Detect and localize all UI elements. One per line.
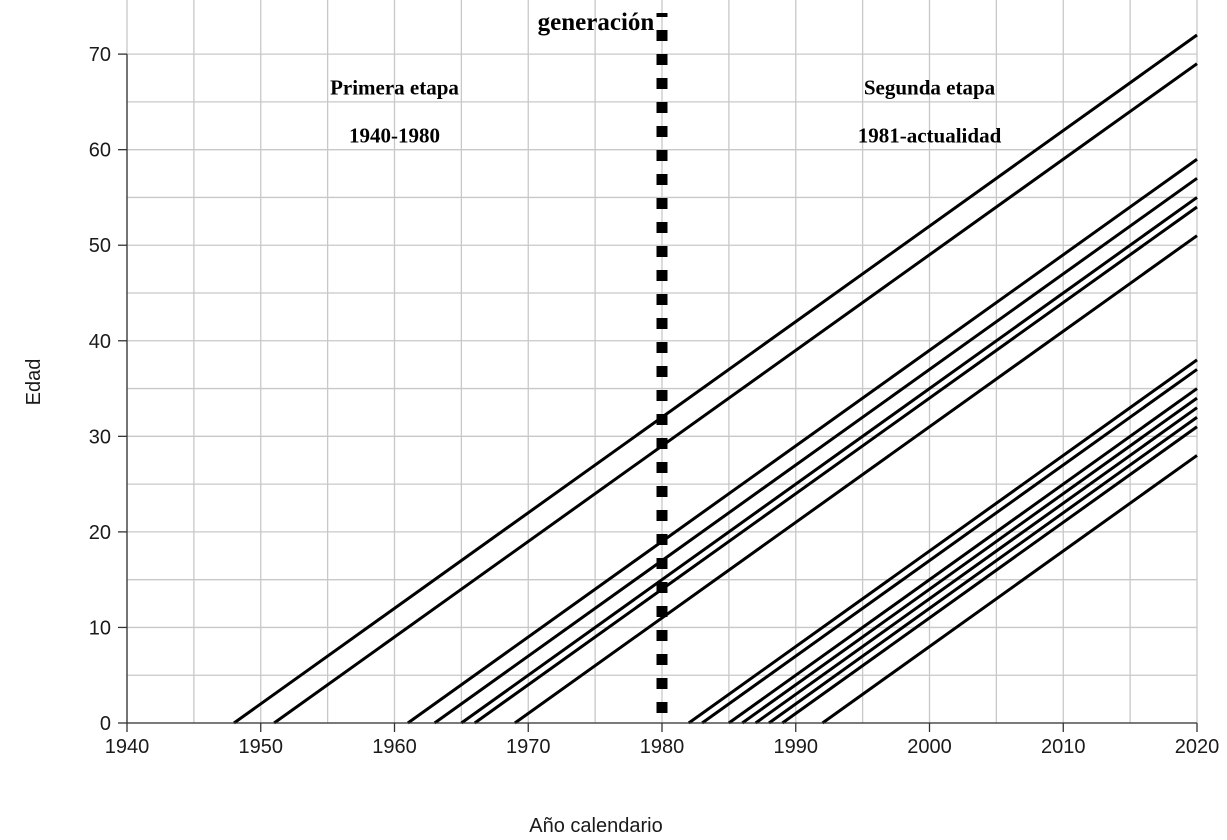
cohort-line — [701, 368, 1198, 725]
x-tick-label: 1980 — [640, 736, 685, 758]
annotations: Primera etapa 1940-1980 Segunda etapa 1981-… — [330, 76, 1002, 148]
cohort-line — [273, 62, 1198, 725]
cohort-line — [407, 158, 1198, 725]
y-tick-label: 0 — [100, 713, 111, 735]
annotation-etapa1-range: 1940-1980 — [349, 123, 440, 147]
y-tick-label: 60 — [89, 140, 111, 162]
cohort-line — [460, 196, 1198, 725]
cohort-line — [433, 177, 1198, 725]
y-tick-label: 70 — [89, 44, 111, 66]
cohort-line — [687, 358, 1198, 725]
cohort-line — [514, 234, 1198, 725]
cohort-line — [741, 396, 1198, 725]
x-tick-label: 1970 — [506, 736, 551, 758]
y-tick-label: 20 — [89, 522, 111, 544]
axes: 1940 1950 1960 1970 1980 1990 2000 2010 2020 0 10 2… — [89, 44, 1220, 758]
x-tick-label: 2010 — [1041, 736, 1086, 758]
chart-title: generación — [538, 9, 655, 36]
cohort-line — [728, 387, 1198, 725]
x-tick-label: 1960 — [372, 736, 417, 758]
y-tick-label: 50 — [89, 235, 111, 257]
cohort-line — [754, 406, 1198, 725]
cohort-lines — [233, 33, 1198, 725]
annotation-etapa1-name: Primera etapa — [330, 76, 459, 100]
cohort-line — [473, 205, 1198, 725]
y-tick-label: 10 — [89, 617, 111, 639]
annotation-etapa2-name: Segunda etapa — [864, 76, 996, 100]
cohort-line — [233, 33, 1198, 725]
annotation-etapa2-range: 1981-actualidad — [858, 123, 1002, 147]
x-tick-label: 2020 — [1175, 736, 1220, 758]
y-axis-title: Edad — [23, 359, 45, 406]
x-tick-label: 1950 — [239, 736, 284, 758]
cohort-line — [781, 425, 1198, 725]
y-tick-label: 40 — [89, 331, 111, 353]
cohort-line — [768, 416, 1198, 725]
x-tick-label: 2000 — [907, 736, 952, 758]
x-axis-title: Año calendario — [529, 815, 662, 837]
cohort-line — [821, 454, 1198, 725]
x-tick-label: 1990 — [774, 736, 819, 758]
x-tick-label: 1940 — [105, 736, 150, 758]
y-tick-label: 30 — [89, 426, 111, 448]
